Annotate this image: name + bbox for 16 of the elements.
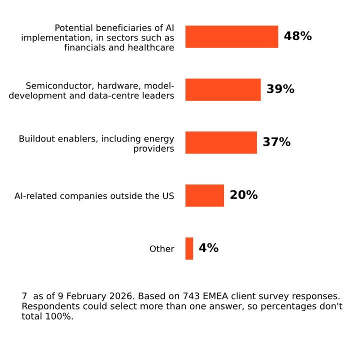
text: 7 as of 9 February 2026. Based on 743 EMEA client survey responses. Respondents could select more than one answer, so percentages don't total 100%. [22,292,342,320]
y-tick-label: AI-related companies outside the US [14,192,174,201]
data-label: 20% [230,190,258,200]
y-tick-label: Other [150,245,174,252]
bar [185,132,257,154]
y-tick-label: Buildout enablers, including energy providers [20,135,174,154]
data-label: 37% [263,137,290,146]
y-tick-label: Semiconductor, hardware, model- development and data-centre leaders [9,82,174,100]
y-tick-label: Potential beneficiaries of AI implementation, in sectors such as financials and healthcare [22,24,174,51]
data-label: 39% [267,84,294,94]
data-label: 48% [284,31,312,40]
bar [185,184,224,207]
bar [185,26,278,48]
data-label: 4% [199,243,218,252]
bar [185,237,194,260]
bar [185,78,261,101]
